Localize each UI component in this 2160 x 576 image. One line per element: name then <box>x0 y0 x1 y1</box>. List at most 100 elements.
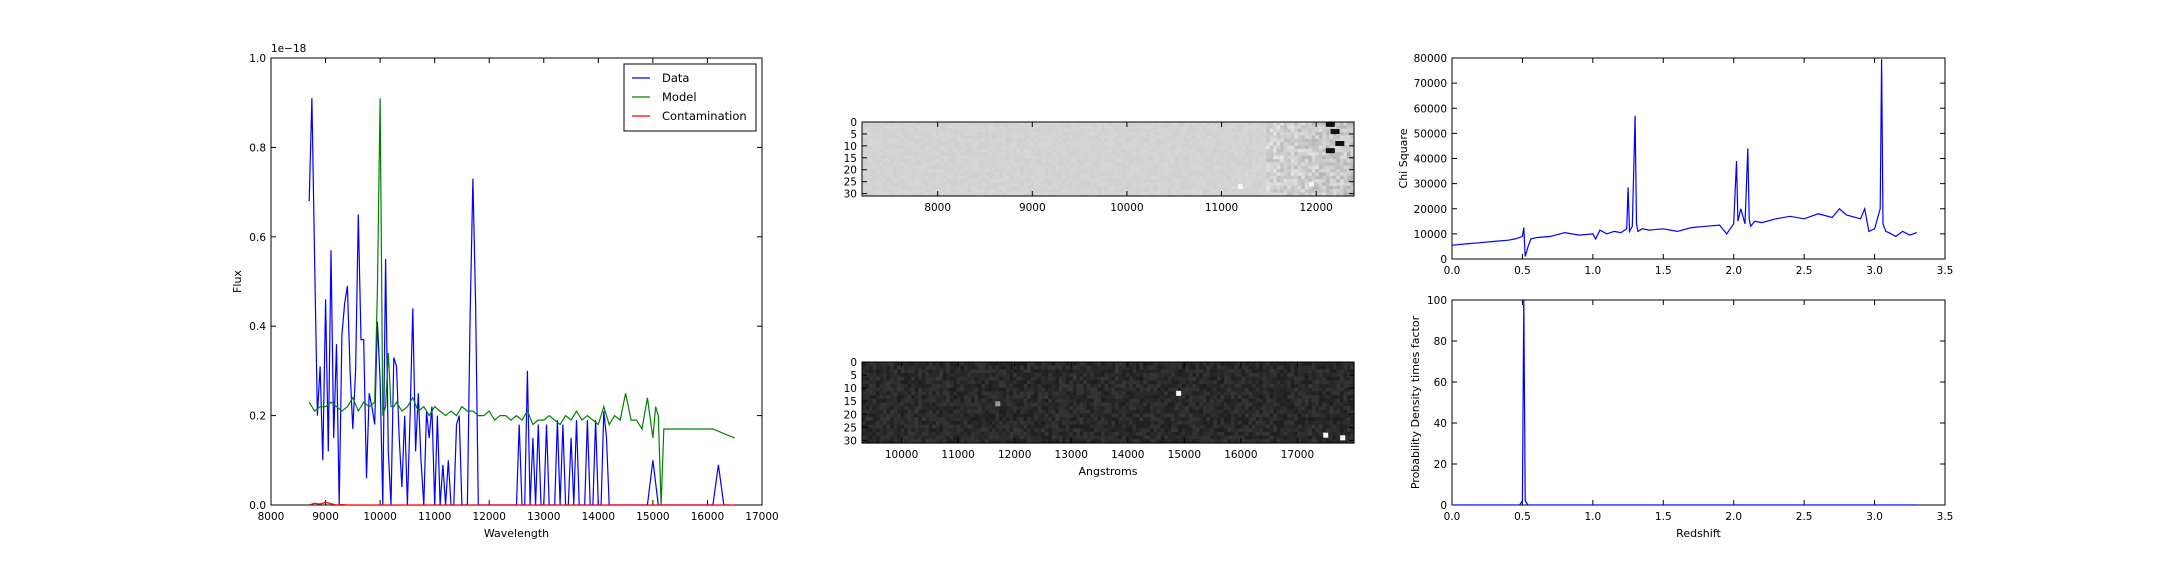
heatmap-cell <box>1118 182 1123 187</box>
heatmap-cell <box>1178 398 1183 404</box>
heatmap-cell <box>1097 145 1102 150</box>
heatmap-cell <box>1241 145 1246 150</box>
heatmap-cell <box>1287 185 1292 190</box>
heatmap-cell <box>862 159 867 163</box>
heatmap-feature <box>1325 121 1335 127</box>
heatmap-cell <box>925 162 930 167</box>
heatmap-cell <box>1231 384 1236 389</box>
heatmap-cell <box>1122 398 1127 404</box>
heatmap-cell <box>928 152 933 157</box>
heatmap-cell <box>925 369 930 374</box>
heatmap-cell <box>1199 165 1204 170</box>
heatmap-cell <box>935 135 940 140</box>
heatmap-cell <box>956 179 961 184</box>
heatmap-cell <box>1297 398 1302 404</box>
heatmap-cell <box>1118 135 1123 140</box>
heatmap-cell <box>918 369 923 374</box>
heatmap-cell <box>862 128 867 133</box>
heatmap-cell <box>1234 189 1239 194</box>
heatmap-cell <box>1139 128 1144 133</box>
heatmap-cell <box>1332 138 1338 143</box>
heatmap-cell <box>1150 387 1155 393</box>
heatmap-cell <box>921 384 926 389</box>
heatmap-cell <box>1132 145 1137 150</box>
heatmap-cell <box>1097 162 1102 167</box>
heatmap-cell <box>1002 159 1007 163</box>
heatmap-cell <box>1023 175 1028 180</box>
heatmap-cell <box>1297 138 1302 143</box>
heatmap-cell <box>985 387 990 393</box>
heatmap-cell <box>876 402 881 407</box>
heatmap-cell <box>1027 159 1032 163</box>
heatmap-cell <box>1234 125 1239 130</box>
heatmap-cell <box>1329 365 1334 370</box>
heatmap-cell <box>1069 365 1074 370</box>
heatmap-cell <box>967 145 972 150</box>
heatmap-cell <box>1311 373 1316 378</box>
heatmap-cell <box>876 387 881 393</box>
heatmap-cell <box>907 162 912 167</box>
heatmap-cell <box>1108 155 1113 160</box>
heatmap-cell <box>1350 182 1355 187</box>
heatmap-cell <box>1171 125 1176 130</box>
heatmap-cell <box>985 179 990 184</box>
heatmap-cell <box>1171 165 1176 170</box>
heatmap-cell <box>953 155 958 160</box>
heatmap-cell <box>1150 169 1155 174</box>
heatmap-cell <box>963 391 969 396</box>
heatmap-cell <box>1252 125 1257 130</box>
heatmap-cell <box>1294 159 1299 163</box>
heatmap-cell <box>1248 398 1253 404</box>
heatmap-cell <box>1157 398 1162 404</box>
heatmap-cell <box>911 362 916 367</box>
heatmap-cell <box>879 125 884 130</box>
heatmap-cell <box>1115 182 1120 187</box>
heatmap-cell <box>1227 395 1232 400</box>
heatmap-cell <box>1188 395 1193 400</box>
heatmap-cell <box>897 138 902 143</box>
heatmap-cell <box>1192 128 1197 133</box>
heatmap-cell <box>1048 369 1053 374</box>
heatmap-cell <box>967 148 972 153</box>
heatmap-cell <box>932 145 937 150</box>
heatmap-cell <box>981 132 986 137</box>
heatmap-cell <box>1136 152 1141 157</box>
heatmap-cell <box>942 162 947 167</box>
heatmap-cell <box>1118 142 1123 147</box>
heatmap-cell <box>1174 179 1179 184</box>
heatmap-cell <box>960 402 965 407</box>
heatmap-cell <box>921 362 926 367</box>
heatmap-cell <box>1160 152 1165 157</box>
heatmap-cell <box>1290 384 1295 389</box>
heatmap-cell <box>960 185 965 190</box>
heatmap-cell <box>904 162 909 167</box>
heatmap-cell <box>911 152 916 157</box>
heatmap-cell <box>1153 362 1158 367</box>
heatmap-cell <box>900 138 905 143</box>
heatmap-cell <box>928 132 933 137</box>
heatmap-cell <box>1343 125 1348 130</box>
heatmap-cell <box>1006 384 1011 389</box>
heatmap-cell <box>1178 365 1183 370</box>
heatmap-cell <box>1139 138 1144 143</box>
heatmap-cell <box>1209 152 1215 157</box>
heatmap-cell <box>879 192 884 197</box>
heatmap-cell <box>1308 145 1313 150</box>
heatmap-cell <box>862 142 867 147</box>
heatmap-cell <box>1195 135 1200 140</box>
heatmap-cell <box>1086 179 1092 184</box>
heatmap-cell <box>981 152 986 157</box>
heatmap-cell <box>1178 373 1183 378</box>
heatmap-cell <box>886 169 891 174</box>
heatmap-cell <box>1343 395 1348 400</box>
heatmap-cell <box>879 138 884 143</box>
heatmap-cell <box>1199 142 1204 147</box>
heatmap-cell <box>1276 395 1281 400</box>
heatmap-cell <box>1104 128 1109 133</box>
heatmap-cell <box>932 373 937 378</box>
heatmap-cell <box>1104 365 1109 370</box>
heatmap-cell <box>869 406 874 411</box>
heatmap-cell <box>1269 189 1274 194</box>
heatmap-cell <box>925 376 930 382</box>
heatmap-cell <box>1027 128 1032 133</box>
